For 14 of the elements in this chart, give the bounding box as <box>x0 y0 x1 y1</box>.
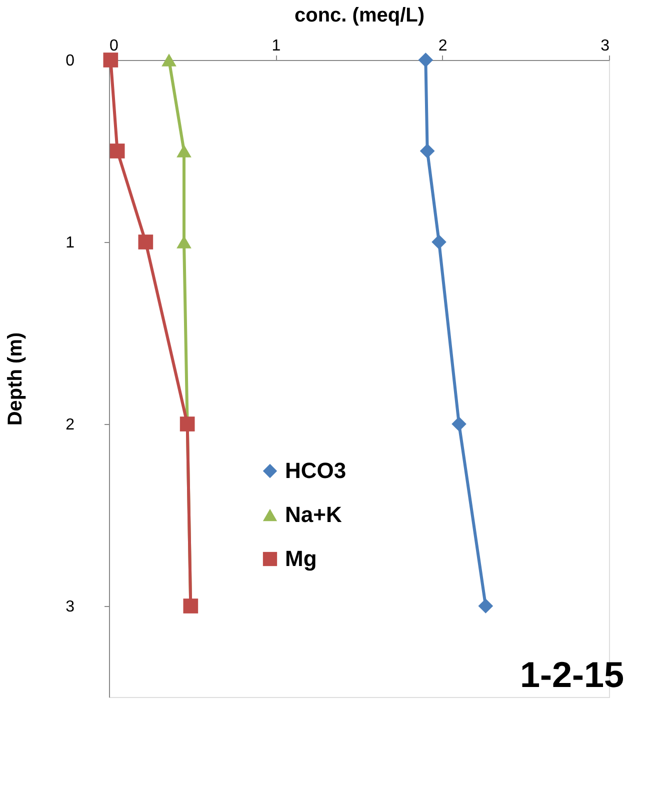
x-tick-label: 3 <box>600 38 610 54</box>
legend-label: Mg <box>285 546 317 571</box>
x-tick-label: 2 <box>438 38 448 54</box>
annotation: 1-2-15 <box>520 654 624 695</box>
y-tick-label: 1 <box>66 234 75 252</box>
x-tick-label: 0 <box>110 38 118 54</box>
legend-label: HCO3 <box>285 458 346 483</box>
x-tick-label: 1 <box>272 38 281 54</box>
x-axis-title: conc. (meq/L) <box>294 4 425 26</box>
legend-label: Na+K <box>285 502 342 527</box>
y-tick-label: 3 <box>66 598 75 616</box>
y-axis-title: Depth (m) <box>4 332 27 426</box>
y-tick-label: 2 <box>66 416 75 434</box>
y-tick-label: 0 <box>66 52 75 70</box>
